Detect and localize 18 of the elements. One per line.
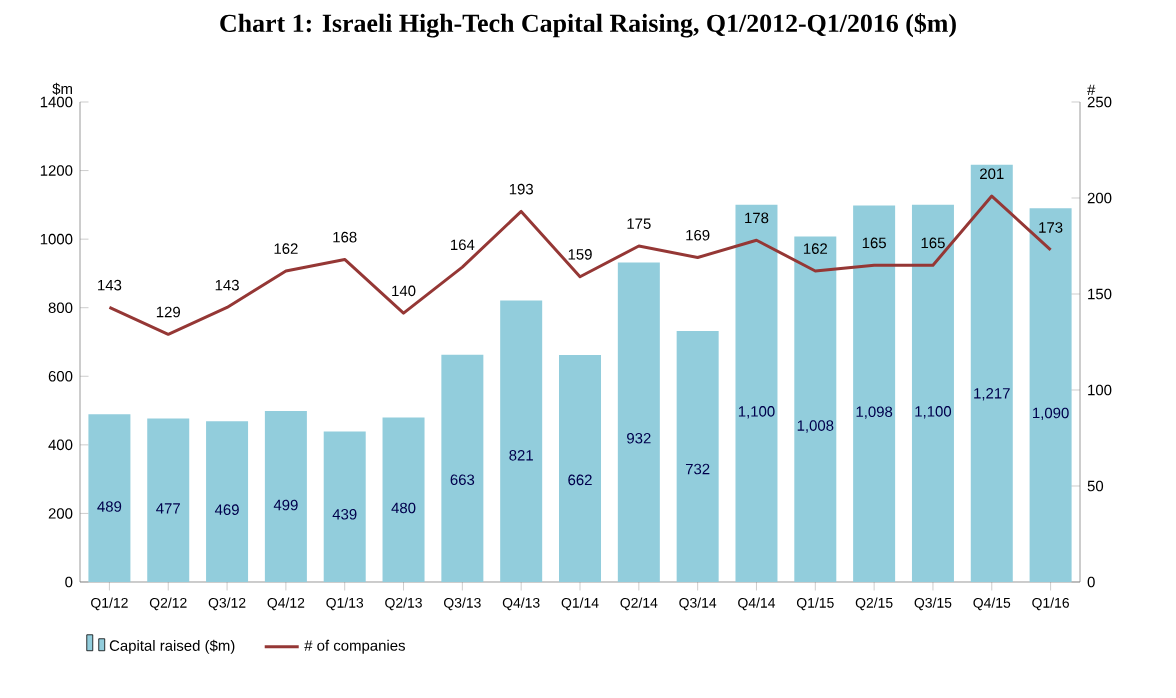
bar [794, 236, 837, 582]
bar [441, 354, 484, 582]
bar [617, 262, 660, 582]
bar [382, 417, 425, 582]
bar [676, 331, 719, 582]
chart-title: Chart 1: Israeli High-Tech Capital Raising, Q1/2012-Q1/2016 ($m) [220, 13, 956, 38]
bar [206, 421, 249, 582]
bar [323, 431, 366, 582]
bar [970, 164, 1013, 582]
bar [147, 418, 190, 582]
bar [559, 355, 602, 582]
bar [1029, 208, 1072, 582]
bar [500, 300, 543, 582]
bar [853, 205, 896, 582]
bar [264, 410, 307, 582]
bar [911, 204, 954, 582]
bar [88, 414, 131, 582]
bar [735, 204, 778, 582]
